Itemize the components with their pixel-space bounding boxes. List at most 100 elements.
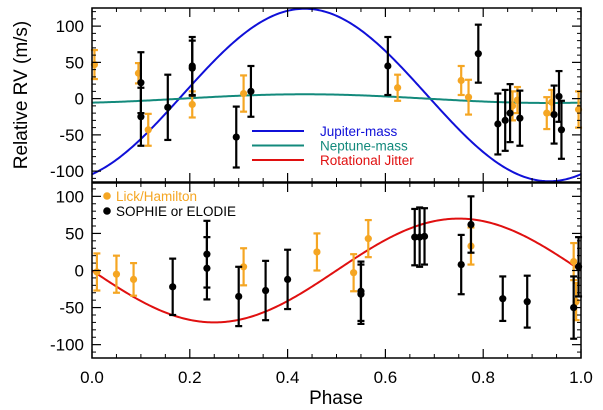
curve-rotational-jitter (92, 217, 581, 324)
legend-marker-1 (103, 207, 111, 215)
orange-data-point (570, 241, 578, 282)
black-data-point (137, 86, 145, 147)
point-marker (129, 275, 138, 283)
ytick-label: 50 (65, 224, 84, 243)
point-marker (557, 126, 566, 134)
point-marker (239, 263, 248, 271)
point-marker (499, 295, 507, 303)
orange-data-point (144, 112, 152, 147)
xtick-label: 0.0 (80, 368, 104, 387)
point-marker (169, 283, 177, 291)
point-marker (235, 292, 243, 301)
legend-label: Lick/Hamilton (116, 189, 197, 204)
points-layer (90, 23, 583, 340)
point-marker (364, 235, 372, 243)
black-data-point (261, 259, 270, 322)
black-data-point (474, 23, 482, 84)
black-data-point (188, 39, 196, 97)
point-marker (144, 126, 152, 134)
point-marker (457, 260, 465, 269)
black-data-point (235, 265, 243, 328)
bottom-panel-frame (91, 182, 582, 359)
point-marker (137, 113, 145, 121)
orange-data-point (112, 254, 121, 294)
point-marker (93, 268, 101, 276)
black-data-point (416, 206, 424, 268)
black-data-point (516, 89, 524, 147)
legend-label: SOPHIE or ELODIE (116, 204, 236, 219)
point-marker (467, 220, 475, 229)
ytick-label: 100 (56, 187, 84, 206)
ytick-label: 50 (65, 53, 84, 72)
point-marker (494, 120, 502, 128)
black-data-point (384, 35, 392, 97)
black-data-point (501, 88, 509, 152)
ytick-label: 100 (56, 17, 84, 36)
black-data-point (555, 69, 563, 123)
orange-data-point (313, 232, 321, 272)
point-marker (457, 76, 465, 85)
ytick-label: 0 (75, 90, 84, 109)
point-marker (394, 84, 402, 92)
point-marker (247, 87, 255, 95)
top-panel-frame (91, 7, 582, 183)
orange-data-point (239, 74, 248, 113)
ytick-label: 0 (75, 262, 84, 281)
black-data-point (457, 233, 465, 296)
black-data-point (169, 257, 177, 317)
ytick-label: -100 (50, 336, 84, 355)
black-data-point (467, 195, 475, 254)
point-marker (523, 298, 531, 306)
black-data-point (506, 83, 514, 144)
text-layer: -100 -50 0 50 100 Jupiter-massNeptune-massRot… (11, 17, 593, 409)
ytick-label: -50 (59, 299, 84, 318)
point-marker (420, 232, 429, 240)
orange-data-point (457, 64, 465, 97)
curve-neptune-mass (92, 93, 581, 104)
orange-data-point (239, 247, 248, 287)
point-marker (232, 133, 240, 141)
point-marker (188, 64, 196, 72)
black-data-point (232, 105, 240, 169)
point-marker (284, 275, 292, 283)
point-marker (570, 258, 578, 266)
black-data-point (523, 274, 531, 329)
black-data-point (247, 64, 255, 118)
black-data-point (164, 73, 172, 142)
black-data-point (203, 236, 211, 301)
ytick-label: -50 (59, 126, 84, 145)
point-marker (188, 100, 196, 109)
point-marker (506, 109, 514, 117)
black-data-point (284, 248, 292, 311)
ytick-label: -100 (50, 162, 84, 181)
xtick-label: 0.4 (276, 368, 300, 387)
point-marker (555, 92, 563, 101)
point-marker (313, 248, 321, 256)
point-marker (384, 62, 392, 70)
legend-label: Neptune-mass (320, 139, 408, 154)
orange-data-point (464, 78, 473, 116)
xtick-label: 1.0 (569, 368, 593, 387)
black-data-point (494, 92, 502, 156)
point-marker (350, 269, 358, 277)
black-data-point (499, 275, 507, 323)
xtick-label: 0.6 (374, 368, 398, 387)
legend-marker-0 (103, 192, 111, 200)
xtick-label: 0.8 (471, 368, 495, 387)
frame-layer (91, 7, 582, 359)
point-marker (501, 116, 509, 124)
point-marker (464, 93, 473, 101)
point-marker (239, 89, 248, 98)
point-marker (516, 114, 524, 122)
orange-data-point (129, 261, 138, 297)
point-marker (550, 110, 558, 119)
point-marker (137, 79, 145, 87)
orange-data-point (350, 253, 358, 293)
legend-label: Jupiter-mass (320, 124, 398, 139)
black-data-point (550, 84, 558, 145)
black-data-point (557, 99, 566, 160)
y-axis-title: Relative RV (m/s) (11, 21, 32, 170)
orange-data-point (364, 218, 372, 259)
black-data-point (357, 263, 365, 325)
point-marker (112, 270, 121, 278)
